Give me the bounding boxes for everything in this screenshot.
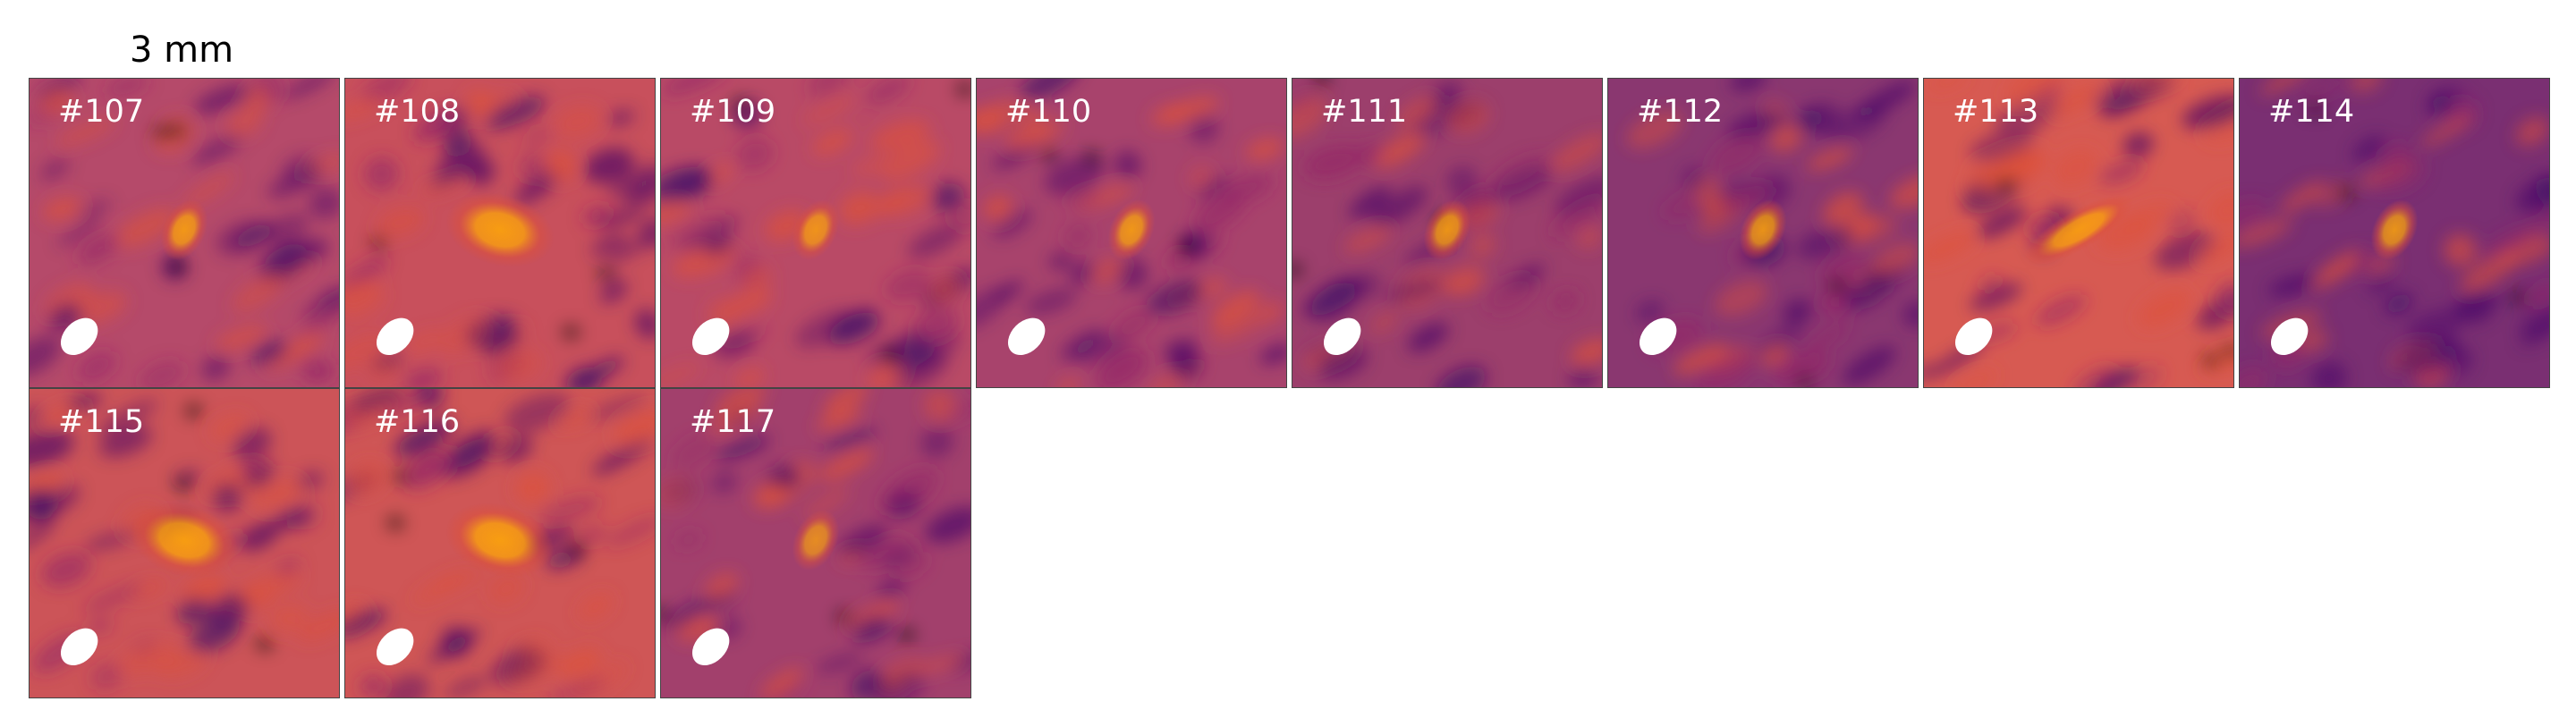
panel-label: #117 [690,404,776,440]
panel-label: #116 [374,404,461,440]
beam-ellipse [377,628,414,666]
emission-map [1292,79,1602,387]
source-emission [130,503,239,578]
source-emission [792,199,840,260]
source-emission [1739,199,1787,260]
emission-map [977,79,1286,387]
image-panel: #109 [660,78,971,388]
emission-map [661,79,970,387]
emission-map [2240,79,2549,387]
emission-map [30,389,339,697]
panel-label: #110 [1005,94,1092,130]
image-panel: #107 [29,78,340,388]
beam-ellipse [2271,317,2309,356]
source-emission [445,503,555,578]
beam-ellipse [692,628,730,666]
source-emission [445,192,555,267]
source-emission [792,510,840,571]
beam-ellipse [1324,317,1361,356]
panel-label: #108 [374,94,461,130]
panel-label: #115 [58,404,145,440]
image-panel: #110 [976,78,1287,388]
panel-label: #113 [1953,94,2039,130]
panel-label: #111 [1321,94,1408,130]
image-panel: #108 [344,78,656,388]
emission-map [1608,79,1918,387]
source-emission [2370,199,2419,260]
noise-texture [345,389,655,697]
beam-ellipse [1640,317,1677,356]
noise-texture [977,79,1286,387]
emission-map [345,79,655,387]
beam-ellipse [1955,317,1993,356]
image-panel: #115 [29,388,340,698]
noise-texture [661,79,970,387]
noise-texture [2240,79,2549,387]
noise-texture [1626,79,1918,387]
source-emission [1107,199,1156,260]
source-emission [1423,199,1471,260]
panel-label: #112 [1637,94,1724,130]
image-panel: #113 [1923,78,2234,388]
noise-texture [30,79,339,387]
panel-label: #114 [2268,94,2355,130]
emission-map [661,389,970,697]
image-panel: #117 [660,388,971,698]
beam-ellipse [1008,317,1046,356]
noise-texture [345,79,655,387]
beam-ellipse [377,317,414,356]
image-panel: #114 [2239,78,2550,388]
panel-label: #109 [690,94,776,130]
noise-texture [661,389,970,697]
figure-title: 3 mm [130,30,234,71]
source-emission [2023,194,2134,266]
beam-ellipse [692,317,730,356]
emission-map [30,79,339,387]
source-emission [160,199,208,260]
image-panel: #116 [344,388,656,698]
image-panel: #112 [1607,78,1919,388]
image-panel: #111 [1292,78,1603,388]
panel-label: #107 [58,94,145,130]
beam-ellipse [61,317,98,356]
emission-map [1924,79,2233,387]
beam-ellipse [61,628,98,666]
emission-map [345,389,655,697]
